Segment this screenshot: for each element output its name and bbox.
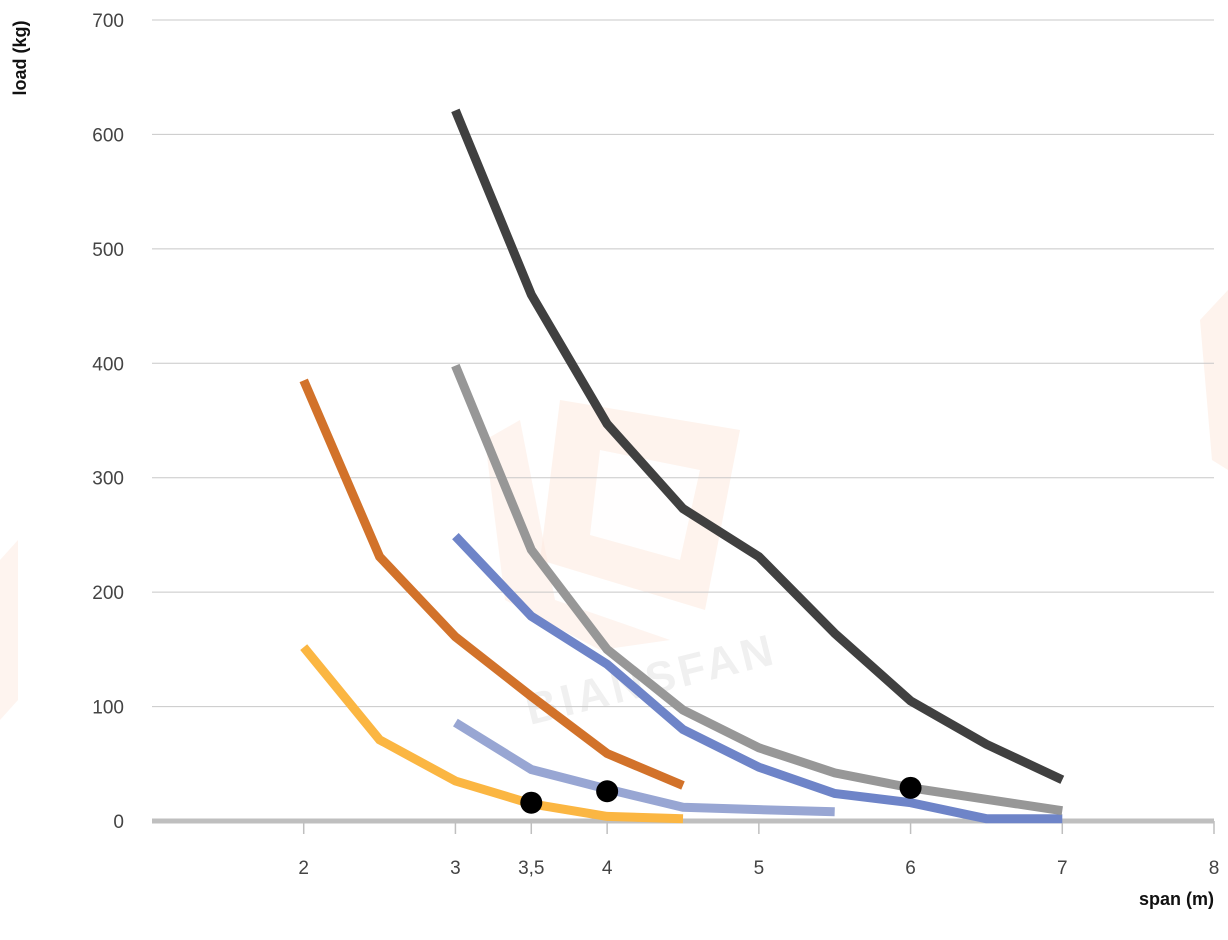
series-line-5 xyxy=(451,363,1063,816)
x-tick-label: 3,5 xyxy=(518,858,544,879)
y-tick-label: 0 xyxy=(113,812,124,833)
y-axis-title: load (kg) xyxy=(10,20,30,95)
y-tick-label: 600 xyxy=(92,125,124,146)
y-tick-label: 500 xyxy=(92,240,124,261)
point-marker xyxy=(596,780,619,803)
x-tick-label: 5 xyxy=(754,858,765,879)
series-line-3 xyxy=(453,718,835,817)
series-line-1 xyxy=(300,644,684,824)
y-tick-label: 400 xyxy=(92,354,124,375)
x-tick-label: 7 xyxy=(1057,858,1068,879)
x-tick-label: 4 xyxy=(602,858,613,879)
x-tick-label: 2 xyxy=(298,858,309,879)
y-tick-label: 700 xyxy=(92,11,124,32)
point-markers xyxy=(520,776,922,814)
y-tick-label: 200 xyxy=(92,583,124,604)
y-tick-label: 100 xyxy=(92,698,124,719)
series-line-2 xyxy=(299,378,685,790)
x-tick-label: 3 xyxy=(450,858,461,879)
series-lines xyxy=(299,108,1065,824)
series-line-6 xyxy=(451,108,1065,784)
x-axis-title: span (m) xyxy=(1139,889,1214,909)
x-tick-label: 6 xyxy=(905,858,916,879)
point-marker xyxy=(899,776,922,799)
series-line-4 xyxy=(452,533,1063,824)
point-marker xyxy=(520,791,543,814)
tick-labels: 0 100 200 300 400 500 600 700 2 3 3,5 4 5 6 7 8 xyxy=(92,11,1219,879)
y-tick-label: 300 xyxy=(92,469,124,490)
x-tick-label: 8 xyxy=(1209,858,1220,879)
